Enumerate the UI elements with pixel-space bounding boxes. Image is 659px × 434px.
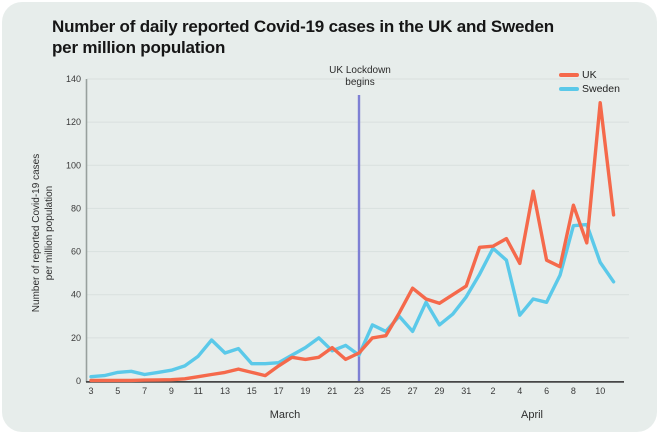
uk-line — [89, 100, 616, 383]
x-tick-label-31: 31 — [461, 386, 471, 396]
chart-legend: UK Sweden — [559, 68, 620, 96]
y-tick-label-80: 80 — [71, 203, 81, 213]
x-tick-label-29: 29 — [434, 386, 444, 396]
uk-legend-swatch-icon — [559, 72, 579, 78]
lockdown-annotation: UK Lockdown begins — [329, 65, 391, 89]
x-tick-label-17: 17 — [274, 386, 284, 396]
sweden-legend-label: Sweden — [582, 83, 620, 95]
x-tick-label-8: 8 — [571, 386, 576, 396]
x-tick-label-21: 21 — [327, 386, 337, 396]
x-tick-label-5: 5 — [115, 386, 120, 396]
x-tick-label-13: 13 — [220, 386, 230, 396]
y-tick-label-40: 40 — [71, 290, 81, 300]
y-tick-label-100: 100 — [66, 160, 81, 170]
x-tick-label-4: 4 — [517, 386, 522, 396]
x-tick-label-6: 6 — [544, 386, 549, 396]
y-tick-label-60: 60 — [71, 247, 81, 257]
y-tick-label-0: 0 — [76, 376, 81, 386]
sweden-legend-swatch-icon — [559, 86, 579, 92]
x-tick-label-7: 7 — [142, 386, 147, 396]
x-tick-label-3: 3 — [88, 386, 93, 396]
lockdown-annotation-line1: UK Lockdown — [329, 65, 391, 76]
x-tick-label-15: 15 — [247, 386, 257, 396]
legend-row-sweden: Sweden — [559, 82, 620, 96]
chart-title-line2: per million population — [52, 38, 226, 58]
x-tick-label-25: 25 — [381, 386, 391, 396]
chart-title: Number of daily reported Covid-19 cases … — [52, 16, 554, 59]
x-tick-label-27: 27 — [408, 386, 418, 396]
uk-legend-label: UK — [582, 69, 597, 81]
month-label-march: March — [270, 409, 301, 421]
month-label-april: April — [521, 409, 543, 421]
x-tick-label-2: 2 — [490, 386, 495, 396]
legend-row-uk: UK — [559, 68, 620, 82]
y-tick-label-120: 120 — [66, 117, 81, 127]
y-tick-label-140: 140 — [66, 74, 81, 84]
lockdown-annotation-line2: begins — [345, 77, 375, 88]
x-tick-label-11: 11 — [194, 386, 203, 396]
chart-title-line1: Number of daily reported Covid-19 cases … — [52, 17, 554, 36]
x-tick-label-9: 9 — [169, 386, 174, 396]
x-tick-label-23: 23 — [354, 386, 364, 396]
y-tick-label-20: 20 — [71, 333, 81, 343]
x-tick-label-19: 19 — [300, 386, 310, 396]
sweden-line — [89, 222, 616, 379]
x-tick-label-10: 10 — [595, 386, 605, 396]
